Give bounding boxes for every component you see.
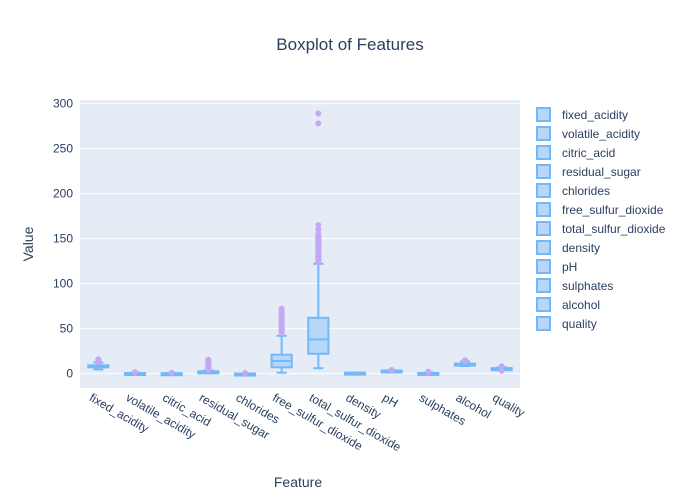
box-sulphates: [417, 368, 440, 376]
legend-swatch: [536, 164, 551, 179]
box-free_sulfur_dioxide: [270, 305, 293, 374]
box-pH: [380, 366, 403, 374]
chart-title: Boxplot of Features: [276, 35, 423, 54]
legend-item: sulphates: [536, 278, 613, 293]
legend-swatch: [536, 202, 551, 217]
legend-label: density: [562, 241, 600, 255]
y-tick-label: 50: [60, 322, 74, 336]
outlier-point: [315, 231, 322, 238]
legend-label: sulphates: [562, 279, 613, 293]
legend-label: alcohol: [562, 298, 600, 312]
y-axis-title: Value: [20, 226, 36, 261]
legend-swatch: [536, 297, 551, 312]
y-tick-label: 100: [53, 277, 73, 291]
gridlines: [80, 103, 520, 375]
outlier-point: [278, 305, 285, 312]
legend-item: volatile_acidity: [536, 126, 640, 141]
legend-item: free_sulfur_dioxide: [536, 202, 664, 217]
legend-label: pH: [562, 260, 577, 274]
legend-label: total_sulfur_dioxide: [562, 222, 666, 236]
outlier-point: [242, 370, 248, 377]
legend-swatch: [536, 107, 551, 122]
boxes: [87, 110, 513, 377]
box-volatile_acidity: [123, 369, 147, 377]
outlier-point: [205, 356, 212, 363]
legend-label: quality: [562, 317, 597, 331]
legend-item: pH: [536, 259, 577, 274]
legend-item: residual_sugar: [536, 164, 641, 179]
y-tick-label: 0: [66, 367, 73, 381]
legend-item: chlorides: [536, 183, 610, 198]
box-density: [343, 371, 367, 376]
y-tick-label: 250: [53, 142, 73, 156]
legend-swatch: [536, 259, 551, 274]
legend-swatch: [536, 145, 551, 160]
legend-item: total_sulfur_dioxide: [536, 221, 666, 236]
outlier-point: [462, 357, 468, 364]
box-quality: [490, 363, 513, 374]
legend-swatch: [536, 240, 551, 255]
box-residual_sugar: [197, 356, 220, 375]
legend-swatch: [536, 278, 551, 293]
legend-item: quality: [536, 316, 597, 331]
box-fixed_acidity: [87, 356, 110, 371]
y-axis-ticks: 0 50 100 150 200 250 300: [53, 97, 73, 381]
legend-swatch: [536, 183, 551, 198]
legend: fixed_acidity volatile_acidity citric_acid…: [536, 107, 666, 331]
x-axis-title: Feature: [274, 474, 322, 490]
outlier-point: [498, 367, 505, 374]
box-iqr: [307, 316, 330, 355]
outlier-point: [315, 226, 322, 233]
box-citric_acid: [160, 369, 183, 377]
outlier-point: [315, 120, 322, 127]
outlier-point: [388, 366, 395, 373]
legend-item: alcohol: [536, 297, 600, 312]
legend-item: density: [536, 240, 600, 255]
legend-item: fixed_acidity: [536, 107, 628, 122]
x-tick-label: pH: [380, 390, 400, 410]
plot-area: [80, 100, 520, 388]
legend-label: free_sulfur_dioxide: [562, 203, 664, 217]
box-alcohol: [453, 357, 477, 368]
outlier-point: [315, 110, 322, 117]
legend-label: residual_sugar: [562, 165, 641, 179]
outlier-point: [315, 222, 322, 229]
legend-label: volatile_acidity: [562, 127, 640, 141]
outlier-point: [498, 363, 505, 370]
legend-swatch: [536, 126, 551, 141]
legend-label: fixed_acidity: [562, 108, 628, 122]
outlier-point: [95, 356, 102, 363]
outlier-point: [132, 369, 138, 376]
y-tick-label: 300: [53, 97, 73, 111]
y-tick-label: 150: [53, 232, 73, 246]
box-total_sulfur_dioxide: [307, 110, 330, 370]
legend-item: citric_acid: [536, 145, 615, 160]
outlier-point: [168, 369, 175, 376]
legend-swatch: [536, 221, 551, 236]
box-chlorides: [233, 370, 257, 377]
outlier-point: [425, 368, 432, 375]
legend-label: chlorides: [562, 184, 610, 198]
legend-label: citric_acid: [562, 146, 615, 160]
y-tick-label: 200: [53, 187, 73, 201]
legend-swatch: [536, 316, 551, 331]
